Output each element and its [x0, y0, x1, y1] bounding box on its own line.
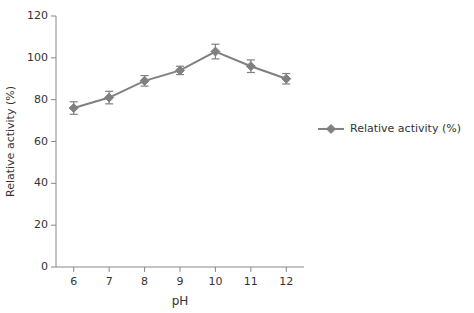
legend-marker: [327, 124, 336, 133]
error-bar-cap: [247, 59, 255, 60]
x-tick: [180, 267, 181, 272]
y-tick: [51, 57, 56, 58]
error-bar-cap: [211, 44, 219, 45]
legend: Relative activity (%): [318, 122, 461, 135]
x-tick-label: 7: [106, 275, 113, 288]
y-tick: [51, 183, 56, 184]
data-point: [69, 104, 78, 113]
y-tick: [51, 16, 56, 17]
data-point: [211, 47, 220, 56]
x-tick: [215, 267, 216, 272]
y-tick: [51, 99, 56, 100]
error-bar-cap: [105, 91, 113, 92]
y-tick: [51, 141, 56, 142]
x-tick-label: 8: [141, 275, 148, 288]
error-bar: [141, 76, 149, 86]
chart-svg: 0 20 40 60 80 100 120 6 7 8 9 10 11 12 pH Relative acti…: [0, 0, 474, 313]
x-axis-label: pH: [172, 294, 189, 308]
data-point: [176, 66, 185, 75]
x-tick: [286, 267, 287, 272]
y-tick-label: 40: [34, 176, 48, 189]
data-point: [246, 62, 255, 71]
y-tick-label: 20: [34, 218, 48, 231]
error-bar: [176, 66, 184, 74]
y-tick: [51, 225, 56, 226]
data-point: [140, 76, 149, 85]
x-tick: [144, 267, 145, 272]
error-bar-cap: [70, 101, 78, 102]
y-tick-label: 100: [27, 51, 48, 64]
y-tick-label: 0: [41, 260, 48, 273]
x-tick: [109, 267, 110, 272]
error-bar: [70, 102, 78, 115]
error-bar-cap: [70, 114, 78, 115]
x-tick-label: 9: [177, 275, 184, 288]
y-tick-label: 80: [34, 93, 48, 106]
plot-data: [69, 44, 291, 114]
x-tick-label: 6: [70, 275, 77, 288]
error-bar-cap: [105, 103, 113, 104]
x-tick: [250, 267, 251, 272]
error-bar: [105, 91, 113, 104]
x-tick-label: 11: [244, 275, 258, 288]
error-bar-cap: [247, 72, 255, 73]
legend-label: Relative activity (%): [350, 122, 461, 135]
x-tick-label: 10: [208, 275, 222, 288]
y-tick-label: 60: [34, 135, 48, 148]
error-bar-cap: [211, 58, 219, 59]
y-tick: [51, 267, 56, 268]
data-point: [105, 93, 114, 102]
y-tick-label: 120: [27, 9, 48, 22]
error-bar: [211, 44, 219, 59]
x-tick: [73, 267, 74, 272]
chart-container: 0 20 40 60 80 100 120 6 7 8 9 10 11 12 pH Relative acti…: [0, 0, 474, 313]
error-bar: [282, 74, 290, 84]
x-tick-label: 12: [279, 275, 293, 288]
series-line: [74, 52, 287, 108]
error-bar: [247, 60, 255, 73]
y-axis-label: Relative activity (%): [4, 86, 17, 197]
data-point: [282, 74, 291, 83]
